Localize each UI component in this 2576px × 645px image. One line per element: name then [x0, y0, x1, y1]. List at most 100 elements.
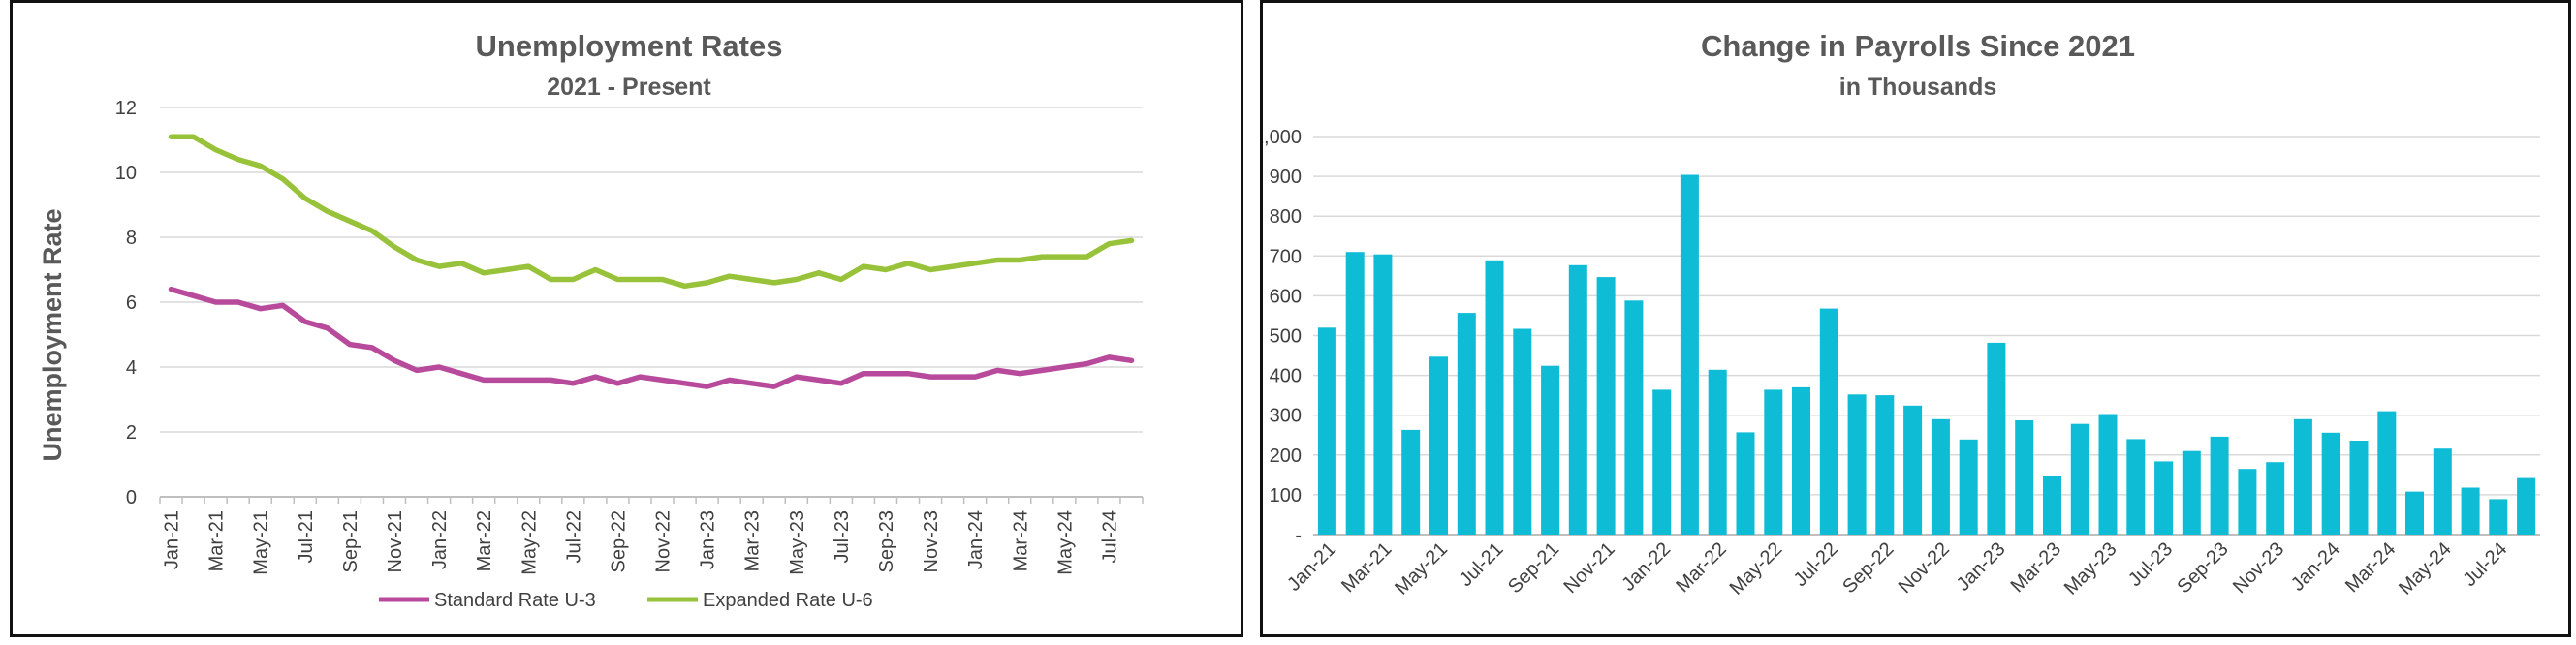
bar-Dec-22 — [1959, 439, 1978, 535]
bar-Jun-23 — [2126, 439, 2146, 535]
x-tick-label: May-21 — [251, 510, 272, 575]
x-tick-label: Jan-22 — [429, 510, 451, 569]
x-tick-label: Jul-24 — [1099, 510, 1120, 563]
bar-Nov-22 — [1931, 418, 1950, 535]
y-tick-label: 2 — [126, 422, 137, 444]
gridlines — [160, 107, 1143, 498]
x-tick-label: Mar-21 — [1337, 538, 1396, 597]
legend-label-u6: Expanded Rate U-6 — [703, 590, 873, 611]
bar-Jun-22 — [1792, 386, 1810, 535]
bar-Dec-23 — [2293, 418, 2312, 535]
x-tick-label: Mar-23 — [2007, 538, 2065, 597]
bar-Dec-21 — [1624, 300, 1644, 535]
legend: Standard Rate U-3 Expanded Rate U-6 — [379, 590, 873, 611]
x-tick-label: Mar-24 — [1010, 510, 1031, 571]
payrolls-chart-panel: Change in Payrolls Since 2021 in Thousan… — [1260, 0, 2571, 637]
bar-Oct-21 — [1568, 264, 1587, 535]
x-tick-label: Nov-22 — [1895, 538, 1954, 598]
x-tick-label: Jan-23 — [1953, 538, 2010, 596]
x-tick-label: Nov-23 — [2229, 538, 2288, 598]
bar-Aug-24 — [2517, 477, 2536, 535]
chart-subtitle: 2021 - Present — [547, 74, 711, 101]
x-tick-label: Mar-24 — [2341, 538, 2400, 597]
y-axis-ticks: 0 2 4 6 8 10 12 — [115, 98, 137, 508]
x-tick-label: Nov-21 — [1559, 538, 1618, 598]
y-tick-label: 12 — [115, 98, 137, 119]
bar-Mar-21 — [1373, 254, 1393, 535]
x-tick-label: Sep-23 — [2173, 538, 2232, 598]
x-tick-label: Jan-24 — [965, 510, 987, 569]
x-tick-label: Sep-22 — [1838, 538, 1898, 598]
series-lines — [168, 134, 1135, 389]
y-tick-label: 200 — [1270, 445, 1302, 467]
bar-May-24 — [2433, 448, 2452, 535]
bar-Mar-22 — [1708, 369, 1727, 535]
x-tick-label: Jul-24 — [2459, 538, 2511, 591]
bar-Jul-22 — [1819, 308, 1838, 535]
x-tick-label: Jul-23 — [832, 510, 853, 563]
unemployment-line-chart: Unemployment Rates 2021 - Present Unempl… — [38, 29, 1144, 611]
bar-Sep-23 — [2210, 436, 2229, 535]
bar-May-22 — [1764, 389, 1783, 535]
x-tick-label: Nov-23 — [921, 510, 942, 572]
x-tick-label: Sep-21 — [1504, 538, 1563, 598]
bar-Jan-22 — [1652, 389, 1672, 535]
x-tick-label: Jul-22 — [563, 510, 584, 563]
x-tick-label: Sep-22 — [608, 510, 629, 573]
x-tick-label: Jan-21 — [162, 510, 183, 569]
bar-Feb-24 — [2349, 441, 2369, 535]
x-tick-label: May-21 — [1391, 538, 1452, 599]
x-tick-label: May-22 — [1726, 538, 1787, 599]
bar-Nov-21 — [1596, 277, 1616, 535]
bar-May-23 — [2098, 414, 2118, 535]
y-tick-label: 500 — [1270, 326, 1302, 348]
bar-Jul-21 — [1485, 260, 1504, 535]
y-tick-label: 8 — [126, 228, 137, 249]
bar-Apr-24 — [2405, 491, 2424, 535]
payrolls-bar-chart: Change in Payrolls Since 2021 in Thousan… — [1263, 29, 2540, 599]
bar-Apr-22 — [1736, 432, 1755, 535]
series-line-u3 — [168, 286, 1135, 389]
legend-label-u3: Standard Rate U-3 — [434, 590, 596, 611]
chart-title: Unemployment Rates — [476, 29, 783, 63]
unemployment-chart-panel: Unemployment Rates 2021 - Present Unempl… — [10, 0, 1243, 637]
y-axis-ticks: - 100 200 300 400 500 600 700 800 900 1,000 — [1263, 127, 1302, 546]
x-tick-label: May-22 — [518, 510, 540, 575]
x-tick-label: Jan-22 — [1618, 538, 1675, 596]
x-tick-label: May-24 — [1054, 510, 1076, 575]
bars — [1317, 174, 2536, 535]
bar-Aug-23 — [2182, 450, 2201, 535]
x-tick-label: Jan-23 — [698, 510, 719, 569]
x-tick-label: Sep-21 — [340, 510, 361, 573]
bar-Feb-22 — [1680, 174, 1699, 535]
bar-Mar-23 — [2043, 476, 2061, 535]
bar-Aug-21 — [1513, 328, 1532, 535]
x-tick-label: Sep-23 — [876, 510, 897, 573]
bar-Oct-22 — [1903, 405, 1923, 535]
x-tick-label: Jul-21 — [1455, 538, 1507, 591]
x-tick-label: Mar-22 — [474, 510, 495, 571]
x-tick-label: Mar-22 — [1672, 538, 1730, 597]
y-tick-label: 700 — [1270, 246, 1302, 267]
y-tick-label: 0 — [126, 487, 137, 508]
series-line-u6 — [168, 134, 1135, 290]
bar-Oct-23 — [2238, 469, 2257, 535]
y-axis-label: Unemployment Rate — [38, 208, 67, 461]
x-tick-label: Jan-24 — [2287, 538, 2344, 596]
x-tick-label: Nov-21 — [385, 510, 406, 572]
y-tick-label: 300 — [1270, 406, 1302, 427]
x-tick-label: May-24 — [2395, 538, 2456, 599]
y-tick-label: 600 — [1270, 286, 1302, 307]
bar-Aug-22 — [1847, 394, 1867, 535]
bar-Feb-23 — [2015, 420, 2034, 535]
x-tick-label: Nov-22 — [653, 510, 675, 572]
x-tick-label: Jan-21 — [1283, 538, 1340, 596]
bar-Mar-24 — [2377, 411, 2397, 535]
y-tick-label: 1,000 — [1263, 127, 1302, 148]
bar-Jul-24 — [2489, 499, 2508, 535]
bar-Jun-21 — [1457, 313, 1476, 535]
y-tick-label: 400 — [1270, 366, 1302, 387]
y-tick-label: 900 — [1270, 167, 1302, 188]
bar-Sep-22 — [1875, 395, 1895, 535]
